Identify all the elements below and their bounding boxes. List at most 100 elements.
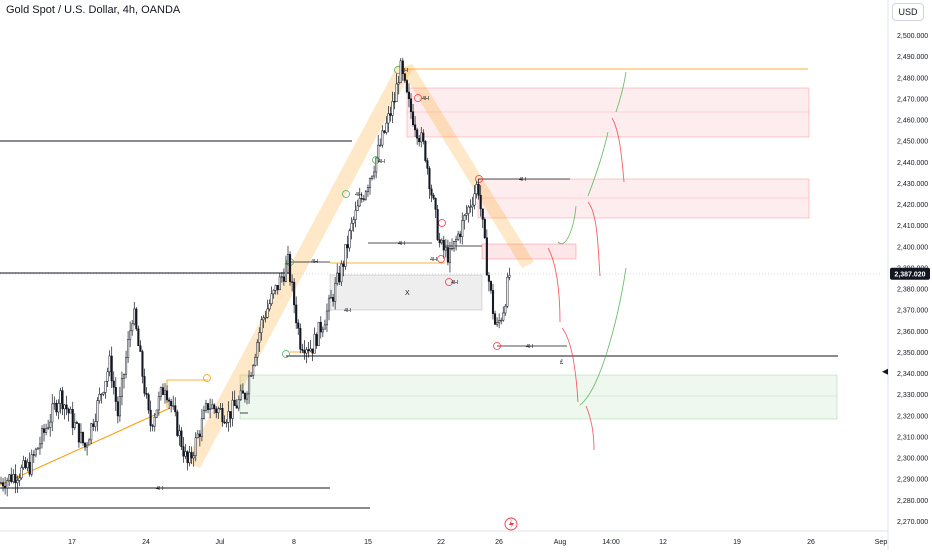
candle-body [295,304,298,324]
candle-body [401,60,404,75]
candle-body [311,348,314,354]
price-tick-label: 2,460.000 [897,118,928,125]
candle-body [161,387,164,395]
candle-body [155,409,158,418]
candle-body [8,474,11,481]
candle-body [264,317,267,319]
currency-button[interactable]: USD [892,3,924,21]
last-price-badge [890,267,930,280]
candle-body [79,431,83,443]
range-box-label: X [405,290,410,297]
candle-body [305,349,308,354]
rising-channel-band [185,64,412,468]
candle-body [371,175,374,179]
candle-body [383,130,386,133]
candle-body [471,204,474,208]
candle-body [391,101,394,116]
candle-body [487,274,490,282]
candle-body [317,321,320,346]
candle-body [356,205,359,211]
candle-body [405,80,408,93]
pivot-marker-5 [282,350,290,358]
candle-body [81,431,85,444]
price-tick-label: 2,330.000 [897,392,928,399]
candle-body [479,194,482,210]
price-tick-label: 2,300.000 [897,456,928,463]
candle-body [184,451,187,457]
candle-body [209,408,212,410]
candle-body [313,334,316,354]
range-box [329,274,483,311]
time-tick-label: Jul [216,539,225,546]
supply-zone-middle [477,178,810,219]
candle-body [496,322,499,325]
tf-label: 4H [311,259,318,265]
candle-body [418,137,421,143]
candle-body [43,428,46,433]
time-tick-label: 26 [807,539,815,546]
candle-body [498,320,501,323]
candle-body [223,421,226,424]
candle-body [245,393,249,400]
candle-body [436,209,439,240]
candle-body [178,430,181,436]
candle-body [34,448,37,456]
candle-body [198,433,201,437]
candle-body [112,380,115,388]
candle-body [272,290,275,295]
candle-body [340,263,343,283]
price-axis-scroll-icon[interactable] [882,368,888,375]
projection-red-4 [587,201,601,277]
candle-body [40,428,44,445]
tf-label: 4H [526,344,533,350]
candle-body [53,402,56,405]
price-tick-label: 2,480.000 [897,75,928,82]
candle-body [461,220,464,238]
candle-body [258,332,261,343]
candle-body [211,404,214,410]
time-tick-label: Sep [875,539,888,546]
time-tick-label: 19 [733,539,741,546]
candle-body [102,392,105,395]
candle-body [204,403,208,411]
candle-body [446,247,449,263]
candle-body [55,402,58,413]
candle-body [90,423,93,441]
candle-body [422,132,425,142]
candle-body [143,376,146,394]
candle-body [131,323,134,332]
price-tick-label: 2,340.000 [897,371,928,378]
candle-body [260,319,263,334]
tf-label: 4H [430,257,437,263]
supply-zone-upper [406,87,810,138]
candle-body [26,461,29,468]
candle-body [133,308,136,325]
time-tick-label: 15 [364,539,372,546]
price-tick-label: 2,380.000 [897,287,928,294]
candle-body [352,219,355,224]
time-axis[interactable]: 17 24 Jul 8 15 22 26 Aug 14:00 12 19 26 Sep [0,530,888,546]
candle-body [51,403,54,423]
candle-body [135,308,138,330]
candle-body [403,73,406,81]
candle-body [88,439,91,446]
candle-body [362,198,365,200]
candle-body [163,390,167,395]
candle-body [145,393,148,395]
pivot-marker-12 [437,255,445,263]
candle-body [77,423,80,443]
candle-body [67,408,70,414]
target-label: £ [560,360,564,366]
candle-body [301,349,304,351]
candle-body [448,248,451,263]
candle-body [200,418,203,437]
candle-body [442,239,445,251]
candle-body [49,421,52,428]
candle-body [129,330,132,340]
candle-body [122,373,126,379]
candle-body [336,272,339,284]
tf-label: 4H [355,192,362,198]
candle-body [213,404,216,410]
